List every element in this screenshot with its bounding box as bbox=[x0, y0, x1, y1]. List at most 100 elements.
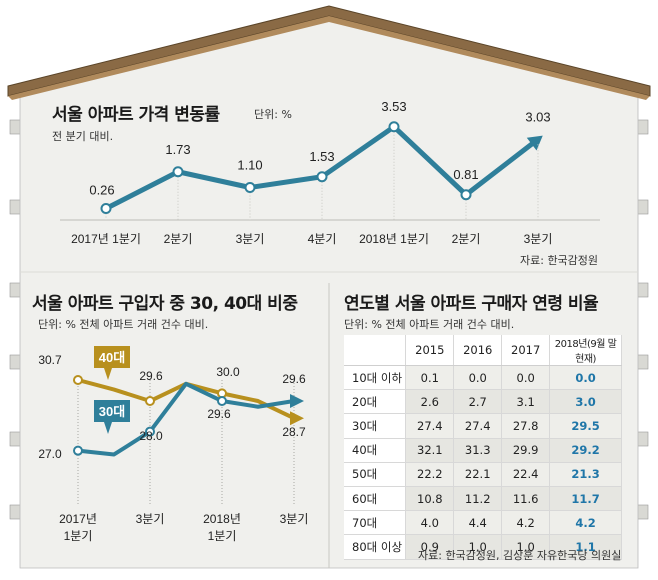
table-row: 50대 22.2 22.1 22.4 21.3 bbox=[344, 462, 622, 487]
age-ratio-table: 2015 2016 2017 2018년(9월 말 현재) 10대 이하 0.1 0… bbox=[344, 335, 622, 560]
top-x-tick-label: 2018년 1분기 bbox=[359, 232, 429, 246]
left-data-point bbox=[145, 426, 155, 437]
row-label: 50대 bbox=[344, 462, 407, 487]
left-data-point bbox=[73, 375, 83, 385]
left-series-line-30s bbox=[77, 381, 295, 457]
table-cell: 3.1 bbox=[501, 389, 551, 415]
left-data-point bbox=[73, 445, 83, 456]
left-chart-unit: 단위: % 전체 아파트 거래 건수 대비. bbox=[38, 318, 209, 331]
top-value-label: 3.53 bbox=[381, 99, 406, 114]
table-cell: 4.2 bbox=[549, 510, 622, 536]
table-cell: 22.4 bbox=[501, 462, 551, 487]
top-value-label: 3.03 bbox=[525, 109, 550, 124]
table-row: 30대 27.4 27.4 27.8 29.5 bbox=[344, 413, 622, 439]
legend-30s-box bbox=[94, 400, 130, 422]
top-data-point bbox=[388, 121, 400, 133]
legend-40s-pointer bbox=[104, 368, 112, 380]
left-40s-value-label: 28.7 bbox=[282, 425, 306, 439]
table-row: 10대 이하 0.1 0.0 0.0 0.0 bbox=[344, 365, 622, 391]
table-cell: 4.0 bbox=[405, 510, 455, 536]
table-cell: 22.2 bbox=[405, 462, 455, 487]
top-data-point bbox=[172, 166, 184, 178]
left-line-chart: 2017년 1분기 3분기 2018년 1분기 3분기 30.7 29.6 30.0 28.7 27… bbox=[38, 346, 309, 543]
table-row: 70대 4.0 4.4 4.2 4.2 bbox=[344, 510, 622, 536]
table-cell: 11.2 bbox=[453, 486, 503, 512]
top-value-label: 1.10 bbox=[237, 158, 262, 173]
left-x-tick-label: 1분기 bbox=[64, 529, 93, 543]
left-30s-value-label: 27.0 bbox=[38, 447, 62, 461]
left-data-point bbox=[217, 396, 227, 407]
top-data-point bbox=[100, 203, 112, 214]
table-row: 40대 32.1 31.3 29.9 29.2 bbox=[344, 438, 622, 463]
table-cell: 1.0 bbox=[453, 534, 503, 560]
col-2018: 2018년(9월 말 현재) bbox=[549, 335, 622, 366]
table-cell: 2.7 bbox=[453, 389, 503, 415]
right-table-unit: 단위: % 전체 아파트 거래 건수 대비. bbox=[344, 318, 515, 331]
table-cell: 29.2 bbox=[549, 438, 622, 463]
left-data-point bbox=[145, 396, 155, 407]
table-cell: 27.4 bbox=[405, 413, 455, 439]
left-x-tick-label: 1분기 bbox=[208, 529, 237, 543]
top-data-point bbox=[316, 171, 328, 183]
top-line-chart: 0.26 2017년 1분기 1.73 2분기 1.10 3분기 1.53 4분기 3.53 20… bbox=[60, 99, 600, 246]
top-chart-subtitle: 전 분기 대비. bbox=[52, 130, 114, 143]
left-series-arrow bbox=[290, 394, 304, 409]
top-x-tick-label: 3분기 bbox=[524, 232, 553, 246]
legend-30s-text: 30대 bbox=[99, 404, 125, 419]
table-cell: 1.0 bbox=[501, 534, 551, 560]
table-cell: 22.1 bbox=[453, 462, 503, 487]
table-body: 10대 이하 0.1 0.0 0.0 0.0 20대 2.6 2.7 3.1 3.0 30대 27.4… bbox=[344, 365, 622, 560]
legend-40s-box bbox=[94, 346, 130, 368]
row-label: 10대 이하 bbox=[344, 365, 407, 391]
top-value-label: 0.81 bbox=[453, 167, 478, 182]
top-x-tick-label: 2017년 1분기 bbox=[71, 232, 141, 246]
table-cell: 3.0 bbox=[549, 389, 622, 415]
table-row: 60대 10.8 11.2 11.6 11.7 bbox=[344, 486, 622, 512]
table-cell: 11.7 bbox=[549, 486, 622, 512]
table-cell: 27.8 bbox=[501, 413, 551, 439]
top-data-point bbox=[244, 182, 256, 193]
top-x-tick-label: 2분기 bbox=[164, 232, 193, 246]
left-x-tick-label: 2017년 bbox=[59, 512, 97, 526]
right-table-title: 연도별 서울 아파트 구매자 연령 비율 bbox=[344, 294, 599, 314]
table-cell: 2.6 bbox=[405, 389, 455, 415]
top-chart-source: 자료: 한국감정원 bbox=[520, 254, 599, 267]
table-row: 20대 2.6 2.7 3.1 3.0 bbox=[344, 389, 622, 415]
table-cell: 11.6 bbox=[501, 486, 551, 512]
table-cell: 21.3 bbox=[549, 462, 622, 487]
table-header-row: 2015 2016 2017 2018년(9월 말 현재) bbox=[344, 335, 622, 366]
left-40s-value-label: 30.7 bbox=[38, 353, 62, 367]
table-cell: 0.1 bbox=[405, 365, 455, 391]
col-2015: 2015 bbox=[405, 335, 455, 366]
left-40s-value-label: 30.0 bbox=[216, 365, 240, 379]
left-30s-value-label: 29.6 bbox=[282, 372, 306, 386]
table-corner bbox=[344, 335, 407, 366]
table-row: 80대 이상 0.9 1.0 1.0 1.1 bbox=[344, 534, 622, 560]
top-chart-title: 서울 아파트 가격 변동률 bbox=[52, 105, 220, 125]
table-cell: 29.9 bbox=[501, 438, 551, 463]
top-x-tick-label: 2분기 bbox=[452, 232, 481, 246]
table-cell: 4.2 bbox=[501, 510, 551, 536]
left-chart-title: 서울 아파트 구입자 중 30, 40대 비중 bbox=[32, 294, 298, 314]
legend-40s-text: 40대 bbox=[99, 350, 125, 365]
row-label: 40대 bbox=[344, 438, 407, 463]
table-cell: 1.1 bbox=[549, 534, 622, 560]
top-value-label: 1.53 bbox=[309, 149, 334, 164]
left-40s-value-label: 29.6 bbox=[139, 369, 163, 383]
right-table-source: 자료: 한국감정원, 김상훈 자유한국당 의원실 bbox=[418, 549, 622, 562]
top-data-point bbox=[460, 189, 472, 201]
table-cell: 0.0 bbox=[501, 365, 551, 391]
left-x-tick-label: 3분기 bbox=[280, 512, 309, 526]
top-value-label: 1.73 bbox=[165, 142, 190, 157]
table-cell: 10.8 bbox=[405, 486, 455, 512]
col-2016: 2016 bbox=[453, 335, 503, 366]
legend-30s-pointer bbox=[104, 422, 112, 434]
table-cell: 0.0 bbox=[453, 365, 503, 391]
left-30s-value-label: 28.0 bbox=[139, 429, 163, 443]
table-cell: 31.3 bbox=[453, 438, 503, 463]
row-label: 30대 bbox=[344, 413, 407, 439]
row-label: 20대 bbox=[344, 389, 407, 415]
left-series-arrow bbox=[290, 411, 304, 426]
top-series-arrow bbox=[526, 135, 543, 151]
